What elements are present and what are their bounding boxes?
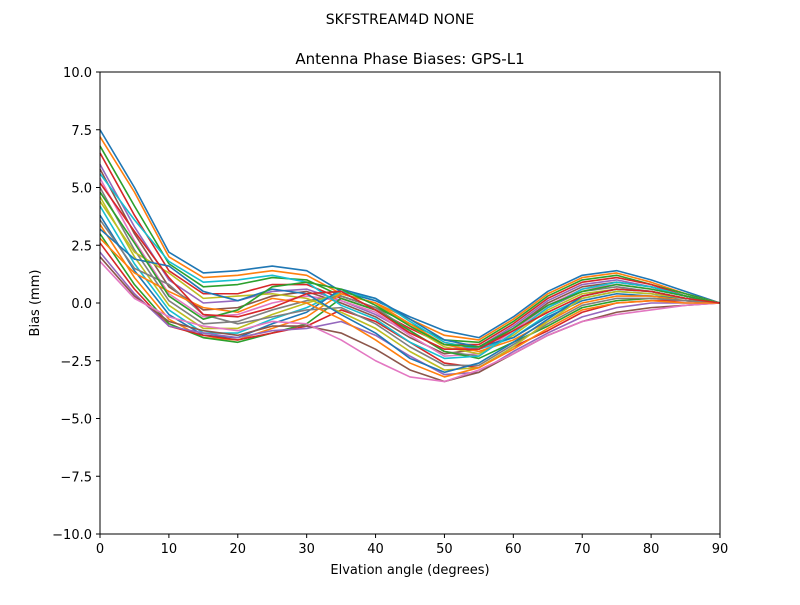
x-tick-label: 20 — [230, 542, 247, 557]
series-line-1 — [99, 129, 721, 339]
y-tick-label: −2.5 — [60, 355, 92, 370]
series-line-23 — [99, 191, 721, 348]
x-tick-label: 0 — [96, 542, 104, 557]
y-tick-label: −5.0 — [60, 413, 92, 428]
y-tick-label: 10.0 — [63, 66, 92, 81]
chart-suptitle: SKFSTREAM4D NONE — [326, 12, 475, 28]
series-line-4 — [99, 152, 721, 346]
series-line-19 — [99, 200, 721, 371]
series-line-24 — [99, 182, 721, 351]
plot-lines — [99, 129, 721, 383]
x-axis-label: Elvation angle (degrees) — [330, 563, 489, 578]
chart-title: Antenna Phase Biases: GPS-L1 — [295, 50, 524, 68]
y-tick-label: −10.0 — [52, 528, 92, 543]
axis-ticks: 0 10 20 30 40 50 60 70 80 90 −10.0 −7.5 −5.0 −2.5 0.0 2… — [52, 66, 728, 557]
plot-frame — [99, 71, 721, 535]
series-line-17 — [99, 260, 721, 383]
x-tick-label: 10 — [161, 542, 178, 557]
y-tick-label: −7.5 — [60, 470, 92, 485]
series-line-22 — [99, 237, 720, 378]
series-line-20 — [99, 173, 721, 360]
y-tick-label: 7.5 — [71, 124, 92, 139]
x-tick-label: 50 — [436, 542, 453, 557]
series-line-16 — [99, 256, 721, 383]
x-tick-label: 90 — [712, 542, 729, 557]
series-line-15 — [99, 251, 720, 376]
y-tick-label: 0.0 — [71, 297, 92, 312]
x-tick-label: 70 — [574, 542, 591, 557]
x-tick-label: 40 — [367, 542, 384, 557]
series-line-13 — [99, 233, 721, 360]
y-tick-label: 5.0 — [71, 182, 92, 197]
x-tick-label: 30 — [298, 542, 315, 557]
x-tick-label: 80 — [643, 542, 660, 557]
y-tick-label: 2.5 — [71, 239, 92, 254]
x-tick-label: 60 — [505, 542, 522, 557]
y-axis-label: Bias (mm) — [28, 270, 43, 337]
